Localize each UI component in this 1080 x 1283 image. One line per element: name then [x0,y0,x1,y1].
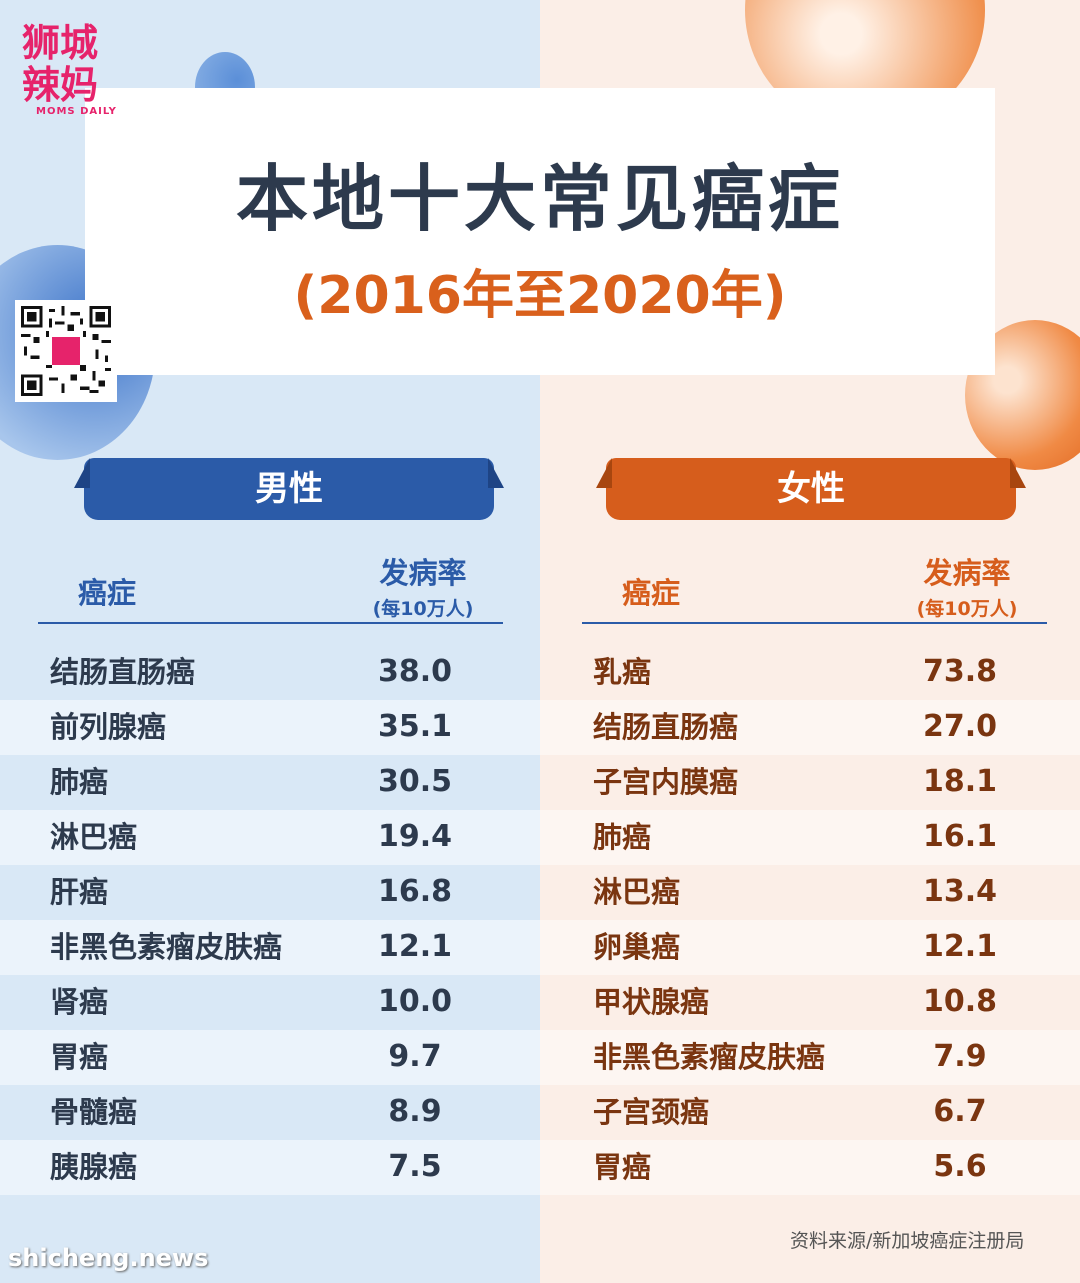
cancer-name: 肾癌 [50,985,109,1019]
cancer-name: 结肠直肠癌 [50,655,196,689]
incidence-rate: 6.7 [933,1094,987,1129]
cancer-name: 胃癌 [50,1040,109,1074]
cancer-name: 子宫颈癌 [593,1095,710,1129]
incidence-rate: 5.6 [933,1149,987,1184]
table-row: 非黑色素瘤皮肤癌 7.9 [540,1030,1080,1085]
incidence-rate: 7.9 [933,1039,987,1074]
table-row: 结肠直肠癌 38.0 [0,645,540,700]
title-card: 本地十大常见癌症 (2016年至2020年) [85,88,995,375]
incidence-rate: 8.9 [388,1094,442,1129]
incidence-rate: 38.0 [377,654,453,689]
table-row: 子宫内膜癌 18.1 [540,755,1080,810]
female-header-rate-unit: (每10万人) [916,598,1018,620]
female-table-header: 癌症 发病率 (每10万人) [582,540,1047,624]
source-note: 资料来源/新加坡癌症注册局 [790,1230,1025,1252]
page-subtitle: (2016年至2020年) [293,266,787,326]
incidence-rate: 10.0 [377,984,453,1019]
table-row: 胃癌 9.7 [0,1030,540,1085]
cancer-name: 结肠直肠癌 [593,710,739,744]
table-row: 甲状腺癌 10.8 [540,975,1080,1030]
incidence-rate: 9.7 [388,1039,442,1074]
female-header-rate-label: 发病率 [923,556,1011,590]
logo-english: MOMS DAILY [36,106,117,117]
incidence-rate: 73.8 [922,654,998,689]
female-table: 乳癌 73.8 结肠直肠癌 27.0 子宫内膜癌 18.1 肺癌 16.1 淋巴癌 13.… [540,645,1080,1195]
incidence-rate: 30.5 [377,764,453,799]
qr-code-icon [21,306,111,396]
table-row: 卵巢癌 12.1 [540,920,1080,975]
cancer-name: 肝癌 [50,875,109,909]
incidence-rate: 16.1 [922,819,998,854]
cancer-name: 非黑色素瘤皮肤癌 [50,930,283,964]
incidence-rate: 10.8 [922,984,998,1019]
incidence-rate: 19.4 [377,819,453,854]
female-banner: 女性 [606,458,1016,520]
table-row: 前列腺癌 35.1 [0,700,540,755]
incidence-rate: 7.5 [388,1149,442,1184]
female-header-rate: 发病率 (每10万人) [887,550,1047,621]
male-header-rate-unit: (每10万人) [372,598,474,620]
table-row: 子宫颈癌 6.7 [540,1085,1080,1140]
logo-line-1: 狮城 [22,21,99,65]
incidence-rate: 35.1 [377,709,453,744]
cancer-name: 肺癌 [50,765,109,799]
cancer-name: 胰腺癌 [50,1150,138,1184]
cancer-name: 淋巴癌 [50,820,138,854]
male-header-rate-label: 发病率 [379,556,467,590]
male-table-header: 癌症 发病率 (每10万人) [38,540,503,624]
table-row: 肺癌 16.1 [540,810,1080,865]
table-row: 肾癌 10.0 [0,975,540,1030]
table-row: 非黑色素瘤皮肤癌 12.1 [0,920,540,975]
qr-code [15,300,117,402]
incidence-rate: 16.8 [377,874,453,909]
incidence-rate: 12.1 [377,929,453,964]
cancer-name: 甲状腺癌 [593,985,710,1019]
cancer-name: 淋巴癌 [593,875,681,909]
cancer-name: 非黑色素瘤皮肤癌 [593,1040,826,1074]
cancer-name: 前列腺癌 [50,710,167,744]
table-row: 肺癌 30.5 [0,755,540,810]
table-row: 胃癌 5.6 [540,1140,1080,1195]
cancer-name: 卵巢癌 [593,930,681,964]
table-row: 肝癌 16.8 [0,865,540,920]
male-table: 结肠直肠癌 38.0 前列腺癌 35.1 肺癌 30.5 淋巴癌 19.4 肝癌 16.8… [0,645,540,1195]
cancer-name: 骨髓癌 [50,1095,138,1129]
female-header-cancer: 癌症 [622,576,681,610]
cancer-name: 肺癌 [593,820,652,854]
cancer-name: 子宫内膜癌 [593,765,739,799]
logo-line-2: 辣妈 [22,63,99,107]
page-title: 本地十大常见癌症 [235,157,844,241]
table-row: 淋巴癌 19.4 [0,810,540,865]
male-banner: 男性 [84,458,494,520]
male-header-rate: 发病率 (每10万人) [343,550,503,621]
table-row: 乳癌 73.8 [540,645,1080,700]
incidence-rate: 13.4 [922,874,998,909]
watermark: shicheng.news [8,1244,209,1272]
table-row: 结肠直肠癌 27.0 [540,700,1080,755]
table-row: 骨髓癌 8.9 [0,1085,540,1140]
table-row: 淋巴癌 13.4 [540,865,1080,920]
cancer-name: 胃癌 [593,1150,652,1184]
male-header-cancer: 癌症 [78,576,137,610]
incidence-rate: 27.0 [922,709,998,744]
incidence-rate: 18.1 [922,764,998,799]
table-row: 胰腺癌 7.5 [0,1140,540,1195]
brand-logo: 狮城 辣妈 MOMS DAILY [22,22,132,117]
incidence-rate: 12.1 [922,929,998,964]
cancer-name: 乳癌 [593,655,652,689]
